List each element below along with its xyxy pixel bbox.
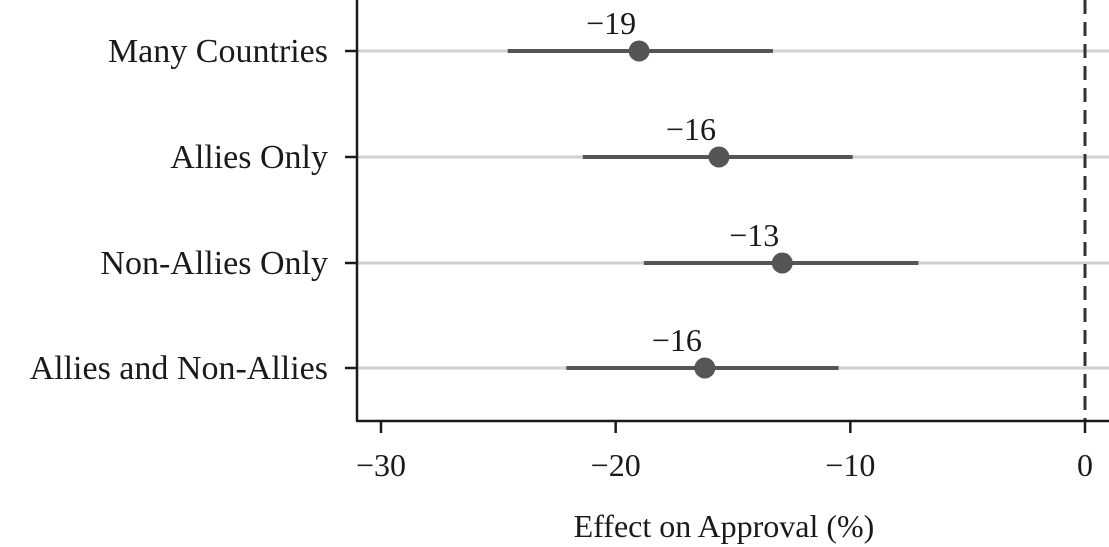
x-tick-label: −20: [591, 447, 641, 483]
point-estimate: [771, 252, 793, 274]
axes: −30 −20 −10 0 Many Countries Allies Only Non-A…: [30, 0, 1109, 483]
labels: −19 −16 −13 −16: [586, 5, 779, 358]
point-estimates: [628, 40, 793, 379]
x-tick-label: −10: [825, 447, 875, 483]
point-estimate: [708, 146, 730, 168]
data-label: −13: [729, 217, 779, 253]
data-label: −16: [652, 322, 702, 358]
data-label: −16: [666, 111, 716, 147]
category-label: Allies and Non-Allies: [30, 350, 328, 387]
category-label: Allies Only: [170, 139, 328, 176]
x-tick-label: −30: [356, 447, 406, 483]
category-label: Many Countries: [108, 33, 328, 70]
point-estimate: [694, 357, 716, 379]
confidence-intervals: [507, 49, 919, 370]
category-label: Non-Allies Only: [100, 245, 328, 282]
x-axis-title: Effect on Approval (%): [574, 508, 875, 544]
x-tick-label: 0: [1077, 447, 1093, 483]
point-estimate: [628, 40, 650, 62]
gridlines: [357, 49, 1109, 370]
data-label: −19: [586, 5, 636, 41]
